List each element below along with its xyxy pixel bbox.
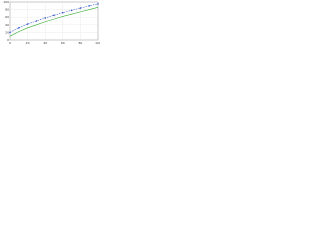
point	[26, 23, 29, 25]
y-tick-label: 20	[5, 30, 9, 34]
point	[62, 11, 64, 14]
x-tick-label: 80	[78, 41, 82, 45]
point	[35, 20, 38, 22]
x-tick-label: 0	[9, 41, 11, 45]
point	[53, 14, 55, 17]
point	[70, 9, 73, 12]
x-tick-label: 60	[61, 41, 65, 45]
plot-frame	[9, 1, 99, 41]
point	[44, 17, 46, 19]
series-line	[9, 7, 99, 37]
point	[79, 7, 82, 9]
y-tick-label: 80	[5, 8, 9, 12]
y-tick-label: 0	[7, 38, 9, 42]
x-tick-label: 20	[26, 41, 30, 45]
y-tick-label: 60	[5, 15, 9, 19]
point	[9, 31, 11, 34]
point	[18, 27, 20, 29]
series-line	[9, 3, 99, 33]
point	[88, 4, 90, 7]
y-tick-label: 100	[3, 0, 9, 4]
point	[97, 3, 99, 5]
x-tick-label: 100	[95, 41, 100, 45]
y-tick-label: 40	[5, 23, 9, 27]
x-tick-label: 40	[43, 41, 47, 45]
